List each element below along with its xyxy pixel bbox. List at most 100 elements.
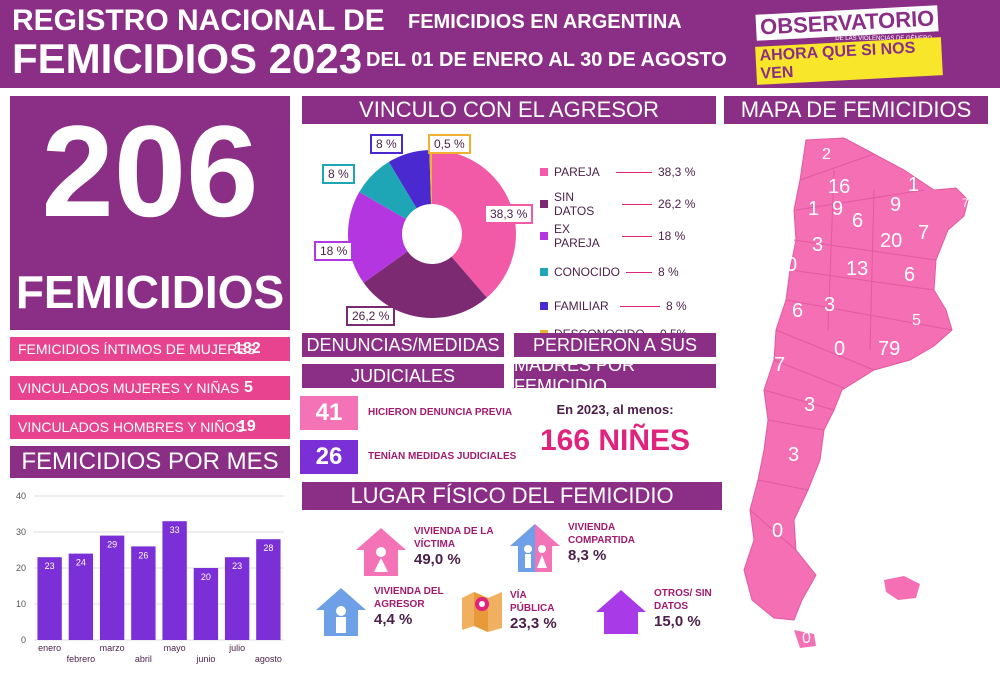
bar: [193, 568, 219, 640]
vinculo-title: VINCULO CON EL AGRESOR: [302, 96, 716, 124]
monthly-bar-chart: 0 10 20 30 40 23 enero 24 febrero 29 marzo 26 abril 3…: [16, 491, 284, 664]
pie-slice: [432, 150, 516, 298]
house-icon: [596, 590, 646, 634]
callout-conocido: 8 %: [322, 164, 355, 184]
y-tick-label: 30: [16, 527, 26, 537]
map-pin-icon: [462, 592, 502, 632]
subtitle-line2: DEL 01 DE ENERO AL 30 DE AGOSTO: [366, 49, 727, 71]
total-number: 206: [41, 98, 259, 244]
house-man-icon: [316, 588, 366, 636]
x-tick-label: febrero: [67, 654, 96, 664]
map-number: 0: [786, 254, 798, 276]
medidas-judiciales-label: TENÍAN MEDIDAS JUDICIALES: [368, 451, 517, 462]
argentina-map: [743, 137, 969, 648]
y-tick-label: 10: [16, 599, 26, 609]
map-number: 79: [878, 338, 901, 360]
map-number: 3: [824, 294, 836, 316]
vinculo-legend: PAREJA 38,3 % SIN DATOS 26,2 % EX PAREJA…: [540, 156, 716, 348]
y-tick-label: 0: [21, 635, 26, 645]
map-number: 16: [828, 176, 851, 198]
map-number: 7: [918, 222, 930, 244]
x-tick-label: junio: [195, 654, 215, 664]
madres-value: 166 NIÑES: [539, 424, 691, 457]
bar: [37, 557, 62, 640]
lugar-title: LUGAR FÍSICO DEL FEMICIDIO: [302, 482, 722, 510]
map-number: 7: [774, 354, 786, 376]
breakdown-value: 5: [244, 379, 253, 396]
bar-value-label: 28: [263, 543, 273, 553]
lugar-vivienda-compartida: VIVIENDA COMPARTIDA 8,3 %: [508, 522, 635, 574]
map-number: 13: [846, 258, 869, 280]
bar-value-label: 23: [45, 561, 55, 571]
bar: [224, 557, 250, 640]
map-number: 2: [822, 146, 831, 163]
callout-pareja: 38,3 %: [484, 204, 534, 224]
pie-slice: [429, 150, 432, 205]
bar: [256, 539, 281, 640]
chart-title: FEMICIDIOS POR MES: [10, 446, 290, 478]
denuncia-previa-label: HICIERON DENUNCIA PREVIA: [368, 407, 513, 418]
map-number: 1: [808, 198, 820, 220]
callout-desconocido: 0,5 %: [428, 134, 471, 154]
vinculo-donut-chart: [348, 150, 516, 318]
observatorio-logo: OBSERVATORIO DE LAS VIOLENCIAS DE GÉNERO…: [755, 5, 943, 85]
bar: [99, 535, 125, 640]
lugar-otros: OTROS/ SIN DATOS 15,0 %: [594, 588, 712, 636]
breakdown-label: VINCULADOS MUJERES Y NIÑAS: [18, 380, 240, 396]
x-tick-label: abril: [135, 654, 152, 664]
bar: [68, 553, 94, 640]
subtitle-line1: FEMICIDIOS EN ARGENTINA: [408, 11, 682, 33]
bar-value-label: 24: [76, 558, 86, 568]
x-tick-label: julio: [228, 643, 245, 653]
breakdown-row-intimos: FEMICIDIOS ÍNTIMOS DE MUJERES 182: [10, 337, 290, 361]
x-tick-label: marzo: [100, 643, 125, 653]
map-number: 1: [908, 174, 920, 196]
madres-text: En 2023, al menos:: [556, 402, 674, 417]
breakdown-label: VINCULADOS HOMBRES Y NIÑOS: [18, 419, 245, 435]
legend-item-ex-pareja: EX PAREJA 18 %: [540, 220, 716, 252]
map-number: 5: [912, 312, 921, 329]
callout-sin-datos: 26,2 %: [346, 306, 396, 326]
madres-title-line1: PERDIERON A SUS: [514, 333, 716, 357]
lugar-vivienda-agresor: VIVIENDA DEL AGRESOR 4,4 %: [314, 586, 444, 638]
medidas-judiciales-value: 26: [300, 440, 358, 474]
total-box: [10, 96, 290, 330]
x-tick-label: mayo: [164, 643, 186, 653]
denuncias-title-line2: JUDICIALES: [302, 364, 504, 388]
breakdown-label: FEMICIDIOS ÍNTIMOS DE MUJERES: [18, 341, 257, 357]
legend-item-pareja: PAREJA 38,3 %: [540, 156, 716, 188]
house-couple-icon: [510, 524, 560, 572]
x-tick-label: enero: [38, 643, 61, 653]
bar-value-label: 29: [107, 540, 117, 550]
map-number: 9: [890, 194, 902, 216]
map-number: 0: [772, 520, 784, 542]
map-number: 3: [788, 444, 800, 466]
x-tick-label: agosto: [255, 654, 282, 664]
legend-item-familiar: FAMILIAR 8 %: [540, 292, 716, 320]
y-tick-label: 20: [16, 563, 26, 573]
total-label: FEMICIDIOS: [15, 266, 285, 318]
logo-small-text: DE LAS VIOLENCIAS DE GÉNERO: [835, 36, 932, 42]
map-number: 20: [880, 230, 903, 252]
pie-slice: [363, 251, 487, 318]
breakdown-value: 19: [238, 418, 256, 435]
callout-ex-pareja: 18 %: [314, 241, 354, 261]
map-number: 6: [904, 264, 916, 286]
title-line1: REGISTRO NACIONAL DE: [12, 4, 385, 37]
pie-slice: [348, 192, 408, 283]
breakdown-row-vinculados-hombres: VINCULADOS HOMBRES Y NIÑOS 19: [10, 415, 290, 439]
denuncias-title-line1: DENUNCIAS/MEDIDAS: [302, 333, 504, 357]
bar: [162, 521, 187, 640]
breakdown-value: 182: [234, 340, 261, 357]
map-number: 0: [834, 338, 846, 360]
map-number: 6: [792, 300, 804, 322]
legend-item-sin-datos: SIN DATOS 26,2 %: [540, 188, 716, 220]
bar-value-label: 33: [170, 525, 180, 535]
map-number: 3: [812, 234, 824, 256]
pie-slice: [388, 150, 432, 209]
map-number: 0: [802, 630, 811, 647]
bar: [131, 546, 156, 640]
mapa-title: MAPA DE FEMICIDIOS: [724, 96, 988, 124]
house-person-icon: [356, 528, 406, 576]
pie-slice: [359, 161, 417, 219]
